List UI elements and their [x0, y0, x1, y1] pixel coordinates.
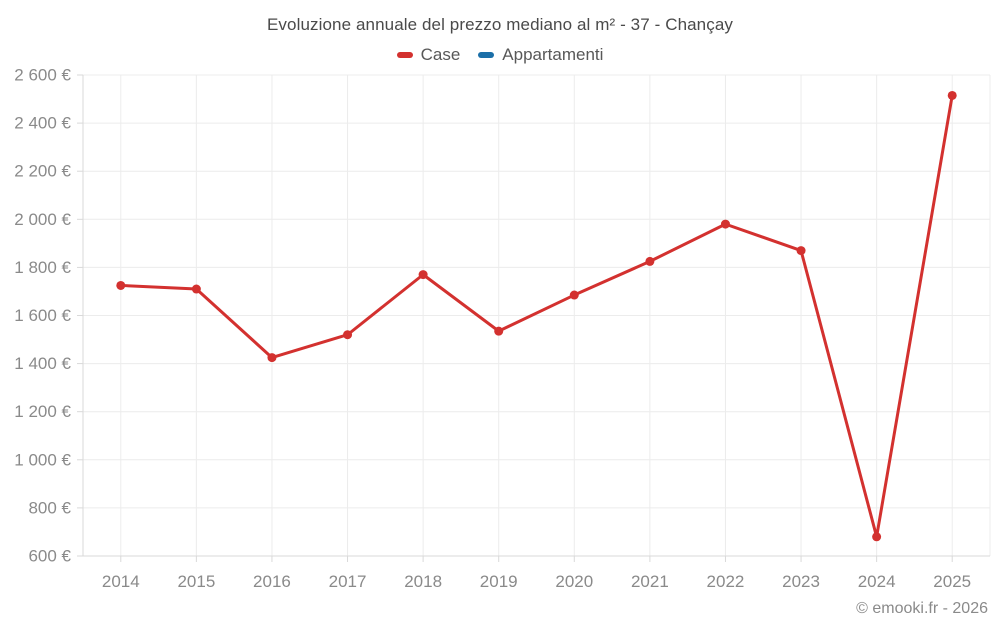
data-point-2016 [267, 353, 277, 363]
data-point-2024 [872, 532, 882, 542]
data-point-2015 [191, 284, 201, 294]
data-point-2022 [720, 219, 730, 229]
chart-gridlines [83, 74, 990, 557]
svg-text:800 €: 800 € [28, 498, 71, 517]
copyright-note: © emooki.fr - 2026 [856, 600, 988, 617]
chart-axes [77, 74, 991, 562]
svg-text:2019: 2019 [480, 572, 518, 591]
svg-text:2020: 2020 [555, 572, 593, 591]
svg-text:2015: 2015 [177, 572, 215, 591]
legend-item-label: Case [420, 45, 461, 64]
data-point-2018 [418, 270, 428, 280]
legend-swatch-icon [396, 52, 413, 58]
svg-text:2 600 €: 2 600 € [14, 66, 71, 85]
chart-legend: Case Appartamenti [0, 45, 1000, 65]
data-point-2019 [494, 326, 504, 336]
svg-text:2 400 €: 2 400 € [14, 114, 71, 133]
chart-series [116, 90, 957, 542]
legend-item-case[interactable]: Case [396, 45, 461, 65]
data-point-2020 [569, 290, 579, 300]
svg-text:2025: 2025 [933, 572, 971, 591]
svg-text:2024: 2024 [858, 572, 896, 591]
svg-text:600 €: 600 € [28, 547, 71, 566]
data-point-2023 [796, 246, 806, 256]
svg-text:2 000 €: 2 000 € [14, 210, 71, 229]
data-point-2017 [343, 330, 353, 340]
svg-text:2 200 €: 2 200 € [14, 162, 71, 181]
svg-text:1 800 €: 1 800 € [14, 258, 71, 277]
svg-text:2023: 2023 [782, 572, 820, 591]
svg-text:2014: 2014 [102, 572, 140, 591]
legend-item-label: Appartamenti [502, 45, 604, 64]
svg-text:2018: 2018 [404, 572, 442, 591]
axis-tick-labels: 600 € 800 € 1 000 € 1 200 € 1 400 € 1 600 € 1 … [14, 66, 971, 592]
svg-text:1 600 €: 1 600 € [14, 306, 71, 325]
data-point-2014 [116, 280, 126, 290]
svg-text:2017: 2017 [329, 572, 367, 591]
svg-text:1 200 €: 1 200 € [14, 402, 71, 421]
data-point-2021 [645, 256, 655, 266]
svg-text:1 000 €: 1 000 € [14, 450, 71, 469]
svg-text:2021: 2021 [631, 572, 669, 591]
series-case [116, 90, 957, 542]
legend-item-appartamenti[interactable]: Appartamenti [478, 45, 603, 65]
data-point-2025 [947, 90, 957, 100]
svg-text:1 400 €: 1 400 € [14, 354, 71, 373]
svg-text:2016: 2016 [253, 572, 291, 591]
chart-title: Evoluzione annuale del prezzo mediano al… [266, 15, 733, 34]
svg-text:2022: 2022 [707, 572, 745, 591]
series-line [119, 93, 954, 539]
legend-swatch-icon [478, 52, 495, 58]
